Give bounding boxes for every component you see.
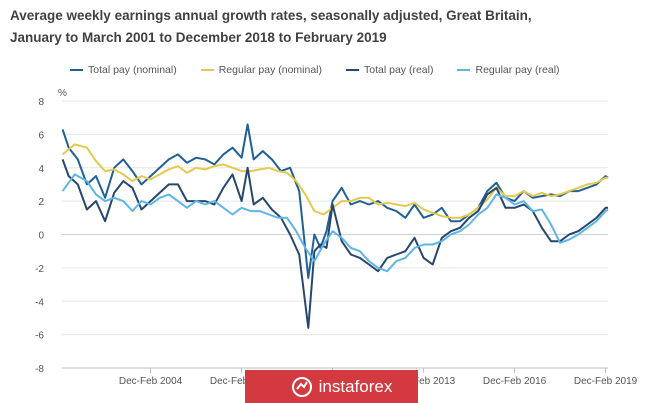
legend-label: Total pay (real) (364, 64, 434, 76)
legend-swatch (457, 69, 471, 71)
chart-title-line-1: Average weekly earnings annual growth ra… (10, 8, 532, 23)
legend-swatch (70, 69, 83, 71)
instaforex-logo-icon (291, 376, 312, 397)
x-tick-label: Dec-Feb 2013 (392, 376, 456, 387)
y-tick-label: 6 (38, 130, 44, 141)
y-tick-label: -8 (35, 364, 44, 375)
legend-label: Regular pay (nominal) (218, 64, 323, 76)
series-line-1 (61, 143, 608, 219)
legend-swatch (200, 69, 214, 71)
x-tick-label: Dec-Feb 2007 (210, 376, 274, 387)
y-tick-label: -6 (35, 331, 44, 342)
series-line-0 (61, 123, 609, 279)
y-tick-label: 4 (38, 164, 44, 175)
legend-item-regular-nominal[interactable]: Regular pay (nominal) (200, 64, 323, 76)
y-tick-label: 0 (38, 231, 44, 242)
watermark-accent (245, 370, 265, 403)
x-tick-label: Dec-Feb 2004 (119, 376, 183, 387)
legend-label: Regular pay (real) (475, 64, 560, 76)
legend-item-total-real[interactable]: Total pay (real) (346, 64, 433, 76)
legend-item-total-nominal[interactable]: Total pay (nominal) (70, 64, 177, 76)
legend-swatch (346, 69, 360, 71)
x-tick-label: Dec-Feb 2016 (483, 376, 547, 387)
y-tick-label: 8 (38, 97, 44, 108)
watermark-body: instaforex (265, 370, 418, 403)
watermark: instaforex (245, 370, 418, 403)
y-axis-unit-label: % (58, 88, 67, 99)
y-tick-label: -4 (35, 297, 44, 308)
y-tick-label: -2 (35, 264, 44, 275)
series-line-2 (61, 159, 608, 329)
series-line-3 (61, 173, 609, 273)
watermark-text: instaforex (318, 376, 393, 396)
legend-item-regular-real[interactable]: Regular pay (real) (457, 64, 560, 76)
legend-label: Total pay (nominal) (88, 64, 177, 76)
x-tick-label: Dec-Feb 2019 (574, 376, 638, 387)
y-tick-label: 2 (38, 197, 44, 208)
chart-legend: Total pay (nominal) Regular pay (nominal… (70, 64, 560, 76)
chart-title-line-2: January to March 2001 to December 2018 t… (10, 30, 387, 45)
